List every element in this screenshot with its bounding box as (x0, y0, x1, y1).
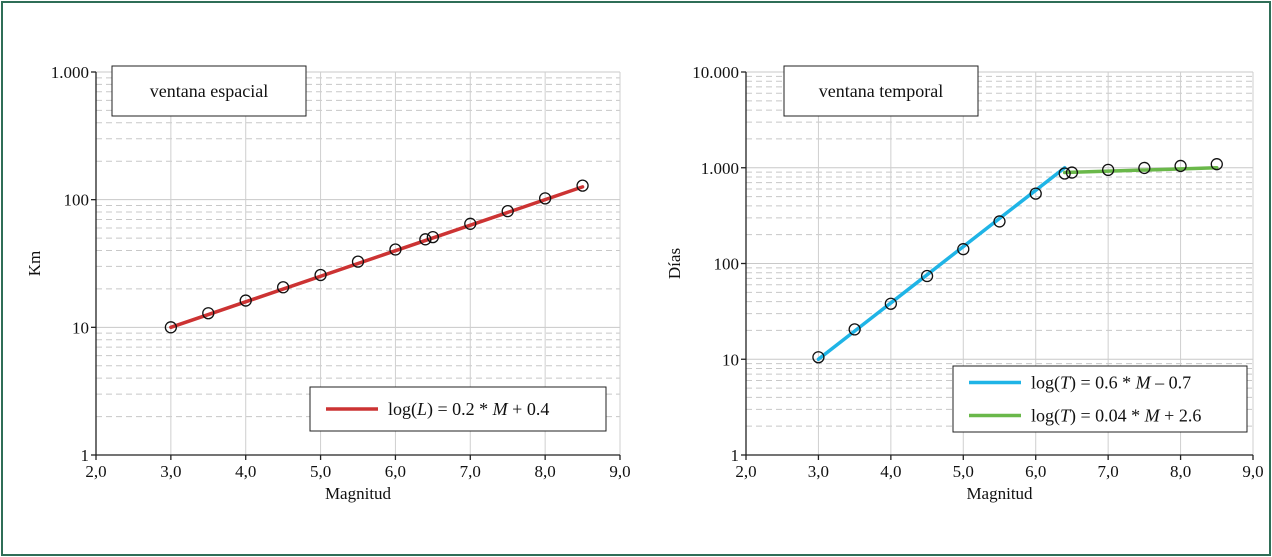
y-tick-label: 10 (722, 350, 739, 369)
x-tick-label: 7,0 (460, 462, 481, 481)
x-tick-label: 8,0 (1170, 462, 1191, 481)
x-tick-label: 6,0 (1025, 462, 1046, 481)
x-tick-label: 3,0 (808, 462, 829, 481)
x-tick-label: 2,0 (735, 462, 756, 481)
y-tick-label: 100 (64, 191, 90, 210)
x-tick-label: 4,0 (880, 462, 901, 481)
data-point (164, 321, 178, 334)
data-point (351, 255, 365, 268)
x-tick-label: 9,0 (1242, 462, 1263, 481)
y-axis-title: Días (665, 248, 684, 279)
series-line-1 (169, 185, 585, 330)
data-point (920, 269, 934, 283)
x-tick-label: 8,0 (535, 462, 556, 481)
x-tick-label: 6,0 (385, 462, 406, 481)
x-axis-title: Magnitud (325, 484, 392, 503)
x-tick-label: 3,0 (160, 462, 181, 481)
chart-spatial: 1 10 100 1.000 2,0 3,0 4,0 5,0 6,0 7,0 8,0 9,0 Magni… (25, 63, 631, 503)
legend-label: log(L) = 0.2 * M + 0.4 (388, 399, 549, 420)
chart-title-box (111, 65, 307, 117)
data-point (1210, 158, 1223, 171)
series-line-2 (1062, 166, 1219, 175)
data-point (419, 233, 432, 246)
data-point (538, 192, 552, 205)
data-point (464, 217, 477, 230)
x-tick-label: 5,0 (310, 462, 331, 481)
data-point (239, 294, 252, 307)
y-tick-label: 100 (714, 255, 740, 274)
data-point (884, 297, 898, 310)
legend-label: log(T) = 0.6 * M – 0.7 (1031, 373, 1191, 394)
chart-temporal: 1 10 100 1.000 10.000 2,0 3,0 4,0 5,0 6,0 7,0 8,0 9,… (665, 63, 1264, 503)
data-point (1058, 167, 1071, 180)
y-tick-label: 1 (81, 446, 90, 465)
x-tick-label: 9,0 (609, 462, 630, 481)
x-tick-label: 5,0 (953, 462, 974, 481)
data-point (426, 230, 440, 244)
legend-label: log(T) = 0.04 * M + 2.6 (1031, 406, 1201, 427)
x-axis-title: Magnitud (966, 484, 1033, 503)
legend-box (952, 365, 1248, 433)
data-point (389, 243, 402, 256)
x-tick-label: 7,0 (1098, 462, 1119, 481)
data-point (501, 204, 514, 218)
data-point (202, 307, 215, 320)
data-point (993, 215, 1006, 228)
x-tick-label: 4,0 (235, 462, 256, 481)
data-point (276, 281, 290, 294)
data-point (576, 179, 589, 192)
chart-title: ventana espacial (150, 81, 268, 101)
y-tick-label: 10 (72, 318, 89, 337)
y-tick-label: 10.000 (692, 63, 739, 82)
y-tick-label: 1.000 (51, 63, 89, 82)
data-point (1174, 159, 1187, 173)
data-point (1029, 187, 1042, 200)
data-point (314, 268, 327, 282)
chart-title-box (783, 65, 979, 117)
data-point (812, 351, 825, 364)
data-point (1101, 163, 1115, 176)
chart-title: ventana temporal (819, 81, 943, 101)
y-axis-title: Km (25, 251, 44, 277)
y-tick-label: 1.000 (701, 159, 739, 178)
data-point (848, 323, 861, 336)
y-tick-label: 1 (731, 446, 740, 465)
data-point (957, 243, 970, 256)
data-point (1065, 166, 1079, 179)
data-point (1138, 161, 1151, 175)
x-tick-label: 2,0 (85, 462, 106, 481)
